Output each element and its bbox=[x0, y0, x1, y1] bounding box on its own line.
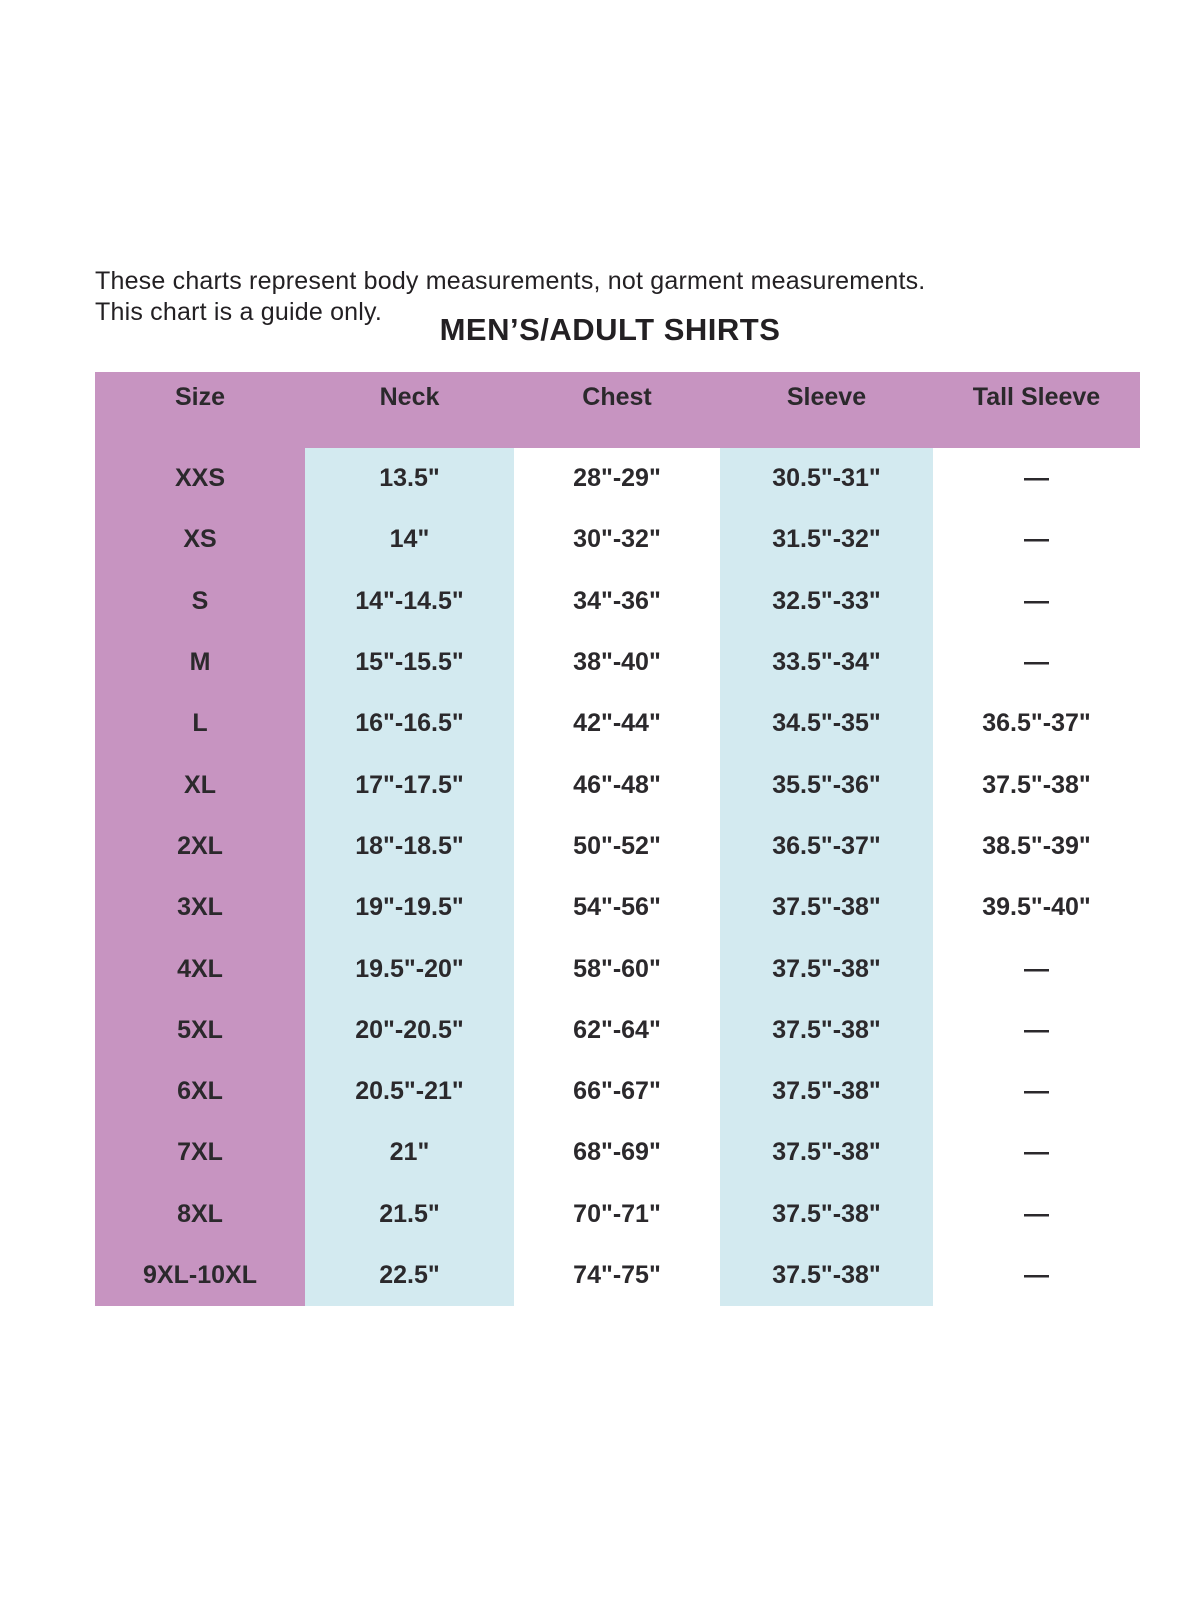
chest-cell: 68"-69" bbox=[514, 1122, 720, 1184]
tall-sleeve-cell: 39.5"-40" bbox=[933, 877, 1140, 939]
size-cell: 7XL bbox=[95, 1122, 305, 1184]
chest-cell: 50"-52" bbox=[514, 815, 720, 878]
tall-sleeve-cell: 37.5"-38" bbox=[933, 754, 1140, 816]
sleeve-cell: 37.5"-38" bbox=[720, 1183, 933, 1245]
measurement-note: These charts represent body measurements… bbox=[95, 266, 925, 328]
tall-sleeve-cell: — bbox=[933, 1060, 1140, 1123]
size-cell: 2XL bbox=[95, 815, 305, 878]
neck-cell: 13.5" bbox=[305, 448, 514, 510]
note-line-1: These charts represent body measurements… bbox=[95, 267, 926, 295]
sleeve-cell: 37.5"-38" bbox=[720, 938, 933, 1000]
neck-cell: 20"-20.5" bbox=[305, 999, 514, 1061]
size-cell: L bbox=[95, 693, 305, 755]
tall-sleeve-cell: — bbox=[933, 509, 1140, 571]
sleeve-cell: 37.5"-38" bbox=[720, 1060, 933, 1123]
neck-cell: 18"-18.5" bbox=[305, 815, 514, 878]
sleeve-cell: 37.5"-38" bbox=[720, 999, 933, 1061]
sleeve-cell: 33.5"-34" bbox=[720, 631, 933, 694]
sleeve-cell: 32.5"-33" bbox=[720, 570, 933, 632]
chest-cell: 34"-36" bbox=[514, 570, 720, 632]
chest-cell: 66"-67" bbox=[514, 1060, 720, 1123]
size-cell: 4XL bbox=[95, 938, 305, 1000]
chest-cell: 74"-75" bbox=[514, 1244, 720, 1307]
col-header-tall-sleeve: Tall Sleeve bbox=[972, 383, 1101, 411]
chest-cell: 70"-71" bbox=[514, 1183, 720, 1245]
neck-cell: 14" bbox=[305, 509, 514, 571]
tall-sleeve-cell: — bbox=[933, 631, 1140, 694]
tall-sleeve-cell: 36.5"-37" bbox=[933, 693, 1140, 755]
chart-title: MEN’S/ADULT SHIRTS bbox=[439, 312, 781, 347]
table-body: XXS 13.5" 28"-29" 30.5"-31" — XS 14" 30"… bbox=[95, 448, 1140, 1307]
table-header-row: Size Neck Chest Sleeve Tall Sleeve bbox=[95, 372, 1140, 448]
sleeve-cell: 31.5"-32" bbox=[720, 509, 933, 571]
neck-cell: 17"-17.5" bbox=[305, 754, 514, 816]
neck-cell: 14"-14.5" bbox=[305, 570, 514, 632]
tall-sleeve-cell: — bbox=[933, 1122, 1140, 1184]
neck-cell: 15"-15.5" bbox=[305, 631, 514, 694]
neck-cell: 19"-19.5" bbox=[305, 877, 514, 939]
tall-sleeve-cell: — bbox=[933, 448, 1140, 510]
size-cell: M bbox=[95, 631, 305, 694]
neck-cell: 21" bbox=[305, 1122, 514, 1184]
size-cell: S bbox=[95, 570, 305, 632]
tall-sleeve-cell: — bbox=[933, 570, 1140, 632]
size-cell: 9XL-10XL bbox=[95, 1244, 305, 1307]
size-cell: XL bbox=[95, 754, 305, 816]
size-cell: 3XL bbox=[95, 877, 305, 939]
neck-cell: 22.5" bbox=[305, 1244, 514, 1307]
size-cell: 6XL bbox=[95, 1060, 305, 1123]
size-cell: XXS bbox=[95, 448, 305, 510]
size-cell: 5XL bbox=[95, 999, 305, 1061]
chest-cell: 62"-64" bbox=[514, 999, 720, 1061]
sleeve-cell: 36.5"-37" bbox=[720, 815, 933, 878]
col-header-size: Size bbox=[174, 383, 226, 411]
size-cell: 8XL bbox=[95, 1183, 305, 1245]
note-line-2: This chart is a guide only. bbox=[95, 298, 383, 326]
tall-sleeve-cell: — bbox=[933, 1244, 1140, 1307]
sleeve-cell: 30.5"-31" bbox=[720, 448, 933, 510]
neck-cell: 20.5"-21" bbox=[305, 1060, 514, 1123]
chest-cell: 58"-60" bbox=[514, 938, 720, 1000]
sleeve-cell: 34.5"-35" bbox=[720, 693, 933, 755]
tall-sleeve-cell: — bbox=[933, 938, 1140, 1000]
sleeve-cell: 37.5"-38" bbox=[720, 877, 933, 939]
sleeve-cell: 35.5"-36" bbox=[720, 754, 933, 816]
chest-cell: 46"-48" bbox=[514, 754, 720, 816]
col-header-sleeve: Sleeve bbox=[786, 383, 867, 411]
tall-sleeve-cell: — bbox=[933, 999, 1140, 1061]
neck-cell: 19.5"-20" bbox=[305, 938, 514, 1000]
neck-cell: 21.5" bbox=[305, 1183, 514, 1245]
size-cell: XS bbox=[95, 509, 305, 571]
chest-cell: 30"-32" bbox=[514, 509, 720, 571]
chest-cell: 54"-56" bbox=[514, 877, 720, 939]
col-header-chest: Chest bbox=[582, 383, 652, 411]
tall-sleeve-cell: — bbox=[933, 1183, 1140, 1245]
chest-cell: 38"-40" bbox=[514, 631, 720, 694]
mens-adult-shirts-table: Size Neck Chest Sleeve Tall Sleeve XXS 1… bbox=[95, 372, 1140, 1307]
col-header-neck: Neck bbox=[379, 383, 440, 411]
sleeve-cell: 37.5"-38" bbox=[720, 1244, 933, 1307]
chest-cell: 28"-29" bbox=[514, 448, 720, 510]
tall-sleeve-cell: 38.5"-39" bbox=[933, 815, 1140, 878]
sleeve-cell: 37.5"-38" bbox=[720, 1122, 933, 1184]
chest-cell: 42"-44" bbox=[514, 693, 720, 755]
neck-cell: 16"-16.5" bbox=[305, 693, 514, 755]
